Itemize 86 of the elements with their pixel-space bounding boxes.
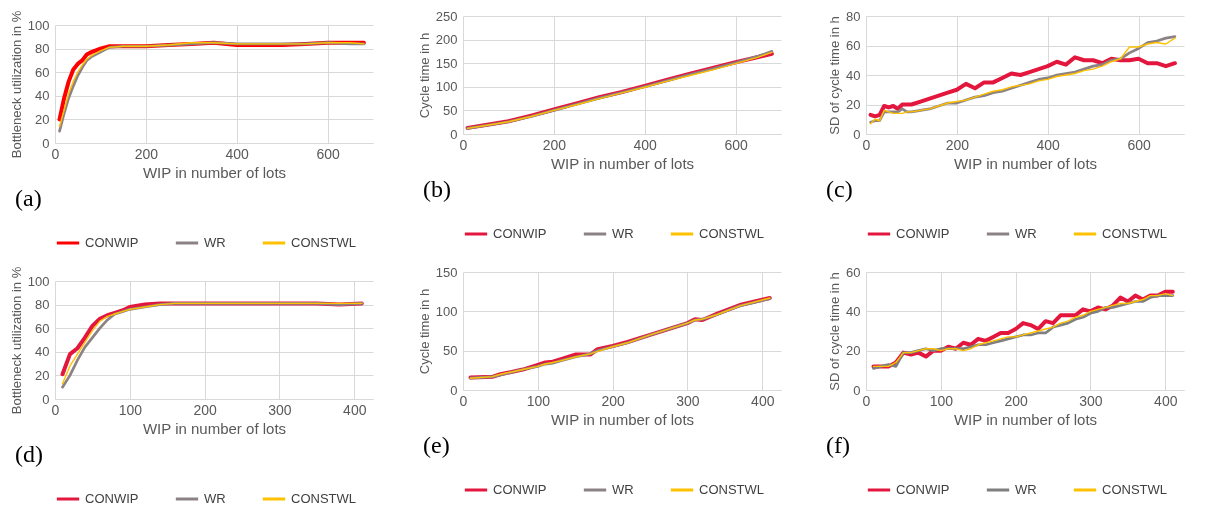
y-tick-label: 50 xyxy=(443,343,458,359)
y-tick-label: 0 xyxy=(450,382,458,398)
y-tick-label: 150 xyxy=(435,55,458,71)
y-tick-label: 60 xyxy=(846,38,861,53)
y-tick-label: 40 xyxy=(35,344,50,360)
x-tick-label: 300 xyxy=(268,401,292,418)
text: (c) xyxy=(826,176,853,202)
legend-label: WR xyxy=(1015,482,1037,497)
x-tick-label: 300 xyxy=(1079,392,1103,409)
x-tick-label: 100 xyxy=(526,392,551,409)
y-axis-title: Bottleneck utilization in % xyxy=(8,266,24,415)
y-tick-label: 40 xyxy=(846,303,861,319)
legend-label: CONSTWL xyxy=(1102,482,1167,497)
y-tick-label: 20 xyxy=(35,111,50,127)
y-tick-label: 0 xyxy=(853,126,861,142)
legend-label: CONWIP xyxy=(85,491,139,506)
x-axis-title: WIP in number of lots xyxy=(550,410,695,428)
x-tick-label: 200 xyxy=(542,136,567,153)
y-tick-label: 100 xyxy=(435,79,458,95)
y-tick-label: 40 xyxy=(846,67,861,83)
x-tick-label: 300 xyxy=(676,392,700,409)
x-tick-label: 200 xyxy=(601,392,626,409)
y-tick-label: 80 xyxy=(35,41,50,57)
legend-label: CONSTWL xyxy=(699,226,764,241)
x-axis-title: WIP in number of lots xyxy=(953,410,1098,428)
y-tick-label: 20 xyxy=(35,367,50,383)
legend-label: CONSTWL xyxy=(699,482,764,497)
x-tick-label: 100 xyxy=(118,401,143,418)
y-axis-title: Cycle time in h xyxy=(416,32,432,119)
legend-label: CONSTWL xyxy=(291,235,356,250)
y-tick-label: 50 xyxy=(443,102,458,118)
legend-label: WR xyxy=(204,235,226,250)
y-tick-label: 250 xyxy=(435,8,458,24)
legend-label: WR xyxy=(612,226,634,241)
x-tick-label: 400 xyxy=(1154,392,1178,409)
y-tick-label: 0 xyxy=(450,126,458,142)
x-axis-title: WIP in number of lots xyxy=(550,154,695,172)
x-tick-label: 400 xyxy=(1036,136,1061,153)
y-axis-title: SD of cycle time in h xyxy=(827,272,843,391)
y-axis-title: Bottleneck utilization in % xyxy=(8,10,24,159)
y-tick-label: 60 xyxy=(846,264,861,280)
x-tick-label: 200 xyxy=(945,136,970,153)
y-tick-label: 100 xyxy=(435,303,458,319)
y-tick-label: 80 xyxy=(846,8,861,24)
x-tick-label: 600 xyxy=(724,136,748,153)
text: (b) xyxy=(423,176,451,202)
legend-label: WR xyxy=(204,491,226,506)
legend-label: CONWIP xyxy=(493,482,547,497)
legend-label: CONWIP xyxy=(493,226,547,241)
legend-label: WR xyxy=(1015,226,1037,241)
legend-label: CONWIP xyxy=(896,226,950,241)
y-tick-label: 150 xyxy=(435,264,458,280)
x-tick-label: 400 xyxy=(751,392,775,409)
legend-label: CONSTWL xyxy=(1102,226,1167,241)
y-tick-label: 40 xyxy=(35,88,50,104)
x-tick-label: 600 xyxy=(1127,136,1151,153)
text: (a) xyxy=(15,185,42,211)
x-axis-title: WIP in number of lots xyxy=(142,163,287,181)
x-tick-label: 600 xyxy=(316,145,340,162)
text: (f) xyxy=(826,432,850,458)
legend-label: CONWIP xyxy=(896,482,950,497)
y-tick-label: 0 xyxy=(853,382,861,398)
legend-label: CONSTWL xyxy=(291,491,356,506)
y-tick-label: 100 xyxy=(27,273,50,289)
text: (d) xyxy=(15,441,43,467)
x-axis-title: WIP in number of lots xyxy=(953,154,1098,172)
y-tick-label: 20 xyxy=(846,343,861,359)
y-tick-label: 60 xyxy=(35,64,50,80)
y-tick-label: 200 xyxy=(435,32,458,48)
y-tick-label: 100 xyxy=(27,17,50,33)
x-tick-label: 400 xyxy=(225,145,250,162)
text: (e) xyxy=(423,432,450,458)
x-tick-label: 400 xyxy=(343,401,367,418)
x-tick-label: 100 xyxy=(929,392,954,409)
y-tick-label: 60 xyxy=(35,320,50,336)
x-tick-label: 200 xyxy=(1004,392,1029,409)
x-tick-label: 200 xyxy=(193,401,218,418)
legend-label: WR xyxy=(612,482,634,497)
x-axis-title: WIP in number of lots xyxy=(142,419,287,437)
x-tick-label: 200 xyxy=(134,145,159,162)
x-tick-label: 400 xyxy=(633,136,658,153)
y-tick-label: 80 xyxy=(35,297,50,313)
y-axis-title: SD of cycle time in h xyxy=(827,16,843,135)
y-tick-label: 20 xyxy=(846,97,861,112)
legend-label: CONWIP xyxy=(85,235,139,250)
y-axis-title: Cycle time in h xyxy=(416,288,432,375)
